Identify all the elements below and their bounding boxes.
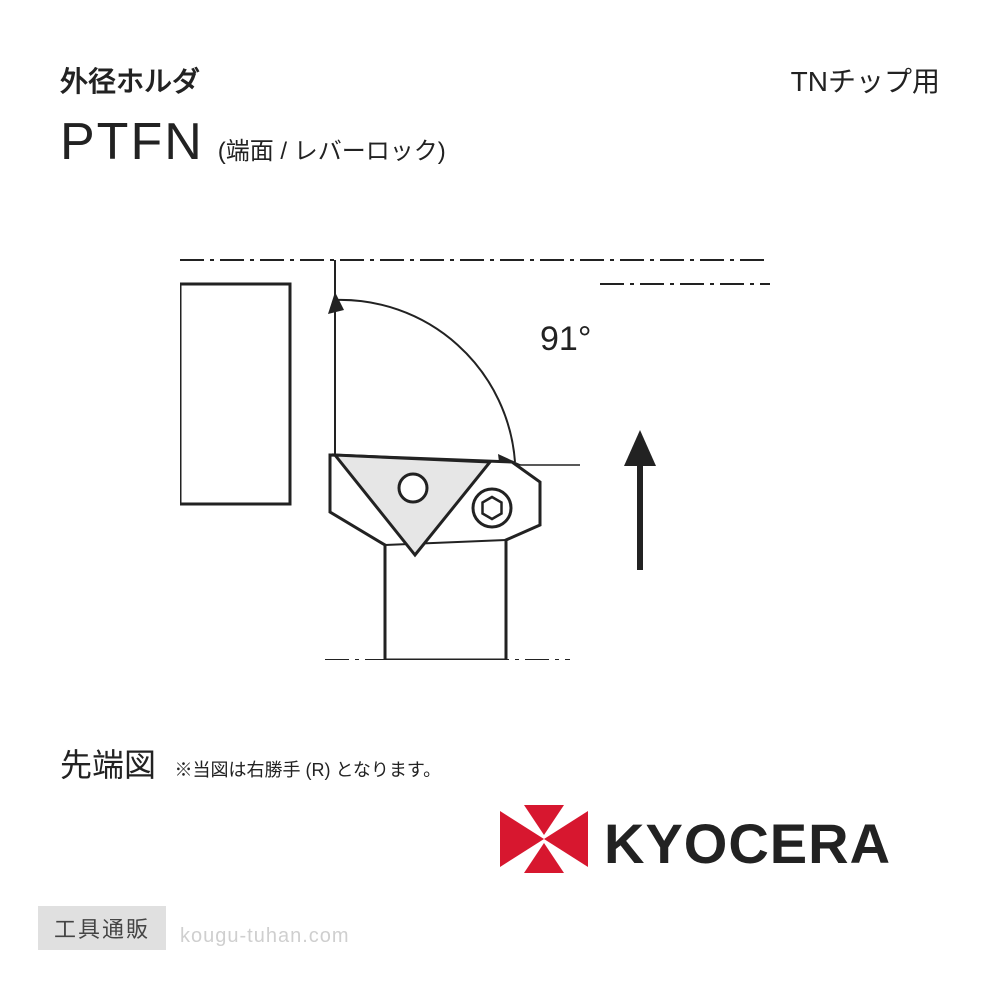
model-code: PTFN [60, 112, 204, 172]
lower-caption: 先端図 ※当図は右勝手 (R) となります。 [60, 740, 441, 786]
model-subname: (端面 / レバーロック) [218, 131, 446, 166]
angle-label: 91° [540, 320, 591, 358]
lower-title: 先端図 [60, 747, 156, 783]
chip-note: TNチップ用 [791, 60, 940, 100]
category-label: 外径ホルダ [60, 60, 446, 100]
lower-note: ※当図は右勝手 (R) となります。 [174, 760, 441, 780]
model-line: PTFN (端面 / レバーロック) [60, 112, 446, 172]
kyocera-mark-icon [500, 805, 588, 873]
header-left: 外径ホルダ PTFN (端面 / レバーロック) [60, 60, 446, 172]
brand-logo: KYOCERA [500, 805, 940, 890]
footer-box: 工具通販 [38, 906, 166, 950]
brand-text: KYOCERA [604, 812, 891, 875]
tip-diagram: 91° [180, 230, 820, 660]
footer-url: kougu-tuhan.com [180, 925, 350, 948]
